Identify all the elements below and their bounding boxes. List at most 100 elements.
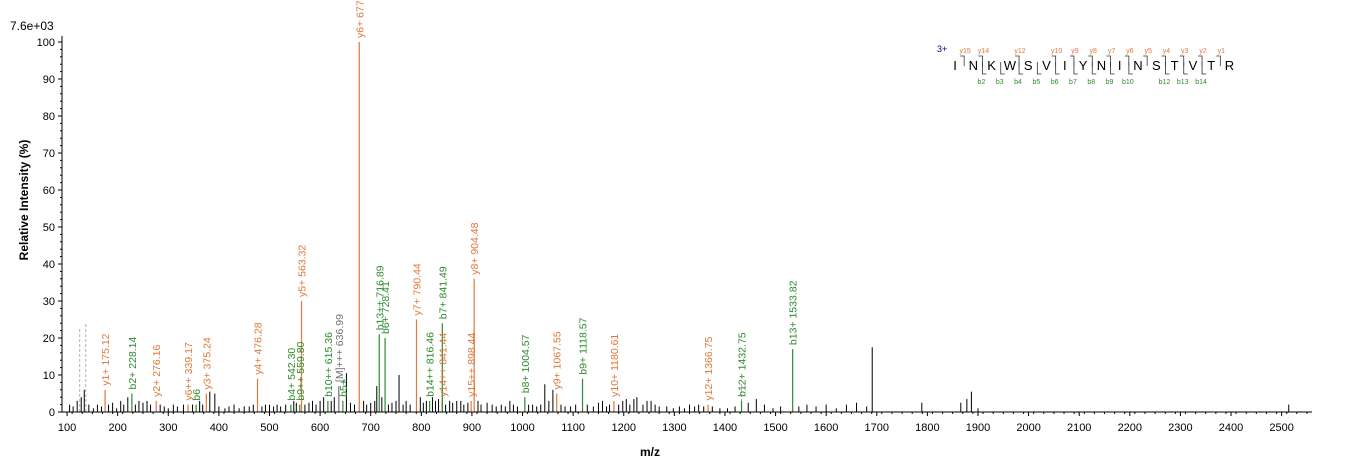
- peak-label: b10++ 615.36: [323, 332, 335, 397]
- x-tick-label: 1500: [763, 422, 787, 434]
- peak-label: y10+ 1180.61: [609, 334, 621, 397]
- b-ion-label: b12: [1159, 79, 1171, 86]
- b-ion-bracket: [1073, 62, 1078, 75]
- peak-label: y7+ 790.44: [411, 263, 423, 315]
- x-tick-label: 100: [58, 422, 76, 434]
- y-tick-label: 70: [43, 148, 55, 160]
- sequence-residue: R: [1225, 58, 1234, 73]
- y-tick-label: 100: [37, 37, 55, 49]
- x-tick-label: 1400: [713, 422, 737, 434]
- y-tick-label: 80: [43, 111, 55, 123]
- y-ion-bracket: [1124, 55, 1130, 66]
- y-ion-label: y5: [1144, 48, 1152, 55]
- b-ion-label: b4: [1014, 79, 1022, 86]
- peak-label: y5+ 563.32: [297, 245, 309, 297]
- b-ion-label: b10: [1122, 79, 1134, 86]
- sequence-residue: I: [1118, 58, 1122, 73]
- peak-label: y3+ 375.24: [201, 337, 213, 389]
- y-ion-bracket: [1179, 55, 1185, 66]
- sequence-residue: T: [1207, 58, 1215, 73]
- y-tick-label: 40: [43, 259, 55, 271]
- y-tick-label: 90: [43, 74, 55, 86]
- b-ion-label: b2: [978, 79, 986, 86]
- sequence-residue: T: [1171, 58, 1179, 73]
- y-ion-label: y10: [1051, 48, 1062, 55]
- b-ion-bracket: [1128, 62, 1133, 75]
- y-tick-label: 50: [43, 222, 55, 234]
- sequence-residue: K: [987, 58, 996, 73]
- peak-label: y4+ 476.28: [252, 322, 264, 374]
- sequence-residue: S: [1024, 58, 1033, 73]
- x-tick-label: 1600: [814, 422, 838, 434]
- peak-label: b5+: [338, 379, 350, 397]
- peak-label: b7+ 841.49: [437, 266, 449, 319]
- y-axis-title: Relative Intensity (%): [17, 140, 31, 261]
- sequence-residue: S: [1152, 58, 1161, 73]
- x-tick-label: 1800: [915, 422, 939, 434]
- peak-label: b6+ 728.41: [380, 281, 392, 334]
- x-tick-label: 1000: [510, 422, 534, 434]
- y-ion-bracket: [1161, 55, 1166, 66]
- y-ion-label: y8: [1090, 48, 1098, 55]
- peak-label: y8+ 904.48: [469, 222, 481, 274]
- y-ion-label: y9: [1071, 48, 1079, 55]
- b-ion-label: b14: [1195, 79, 1207, 86]
- b-ion-bracket: [1000, 62, 1005, 75]
- b-ion-bracket: [1055, 62, 1060, 75]
- y-ion-bracket: [1216, 55, 1221, 66]
- y-ion-label: y3: [1181, 48, 1189, 55]
- y-ion-label: y12: [1014, 48, 1025, 55]
- peaks-layer: [69, 42, 1290, 412]
- peak-labels-layer: y1+ 175.12 b2+ 228.14 y2+ 276.16 y6++ 339.1…: [100, 0, 800, 401]
- peak-label: b8+ 1004.57: [520, 334, 532, 393]
- peak-label: y2+ 276.16: [151, 344, 163, 396]
- b-ion-bracket: [982, 62, 987, 75]
- y-ion-bracket: [1069, 55, 1075, 66]
- peak-label: y14++ 841.44: [437, 333, 449, 397]
- peak-label: b9++ 559.80: [295, 341, 307, 400]
- peak-label: y1+ 175.12: [100, 333, 112, 385]
- y-ion-bracket: [960, 55, 965, 66]
- x-tick-label: 1200: [611, 422, 635, 434]
- y-ion-bracket: [1198, 55, 1203, 66]
- sequence-residue: N: [969, 58, 978, 73]
- b-ion-label: b13: [1177, 79, 1189, 86]
- b-ion-bracket: [1018, 62, 1024, 75]
- x-tick-label: 1700: [865, 422, 889, 434]
- y-tick-label: 10: [43, 370, 55, 382]
- b-ion-bracket: [1036, 62, 1042, 75]
- peak-label: b13++ 716.89: [374, 265, 386, 330]
- peak-label: b13+ 1533.82: [788, 280, 800, 345]
- sequence-residue: W: [1004, 58, 1017, 73]
- x-axis-title: m/z: [640, 445, 660, 459]
- b-ion-label: b6: [1051, 79, 1059, 86]
- x-tick-label: 900: [463, 422, 481, 434]
- y-tick-label: 60: [43, 185, 55, 197]
- x-tick-label: 2000: [1016, 422, 1040, 434]
- x-tick-label: 2500: [1269, 422, 1293, 434]
- y-ion-label: y4: [1163, 48, 1171, 55]
- b-ion-label: b7: [1069, 79, 1077, 86]
- sequence-residue: I: [1063, 58, 1067, 73]
- peak-label: y12+ 1366.75: [703, 337, 715, 401]
- b-ion-label: b8: [1087, 79, 1095, 86]
- x-tick-label: 700: [362, 422, 380, 434]
- peak-label: b14++ 816.46: [425, 332, 437, 397]
- y-ion-label: y14: [978, 48, 989, 55]
- y-tick-label: 0: [49, 407, 55, 419]
- y-ion-bracket: [1106, 55, 1111, 66]
- x-tick-label: 1900: [966, 422, 990, 434]
- x-tick-label: 600: [311, 422, 329, 434]
- peak-label: [M]+++ 636.99: [334, 314, 346, 382]
- sequence-residue: I: [953, 58, 957, 73]
- peak-label: y9+ 1067.55: [552, 331, 564, 389]
- y-ion-label: y15: [960, 48, 971, 55]
- y-ion-bracket: [1051, 55, 1057, 66]
- max-intensity-label: 7.6e+03: [10, 19, 54, 33]
- b-ion-label: b9: [1106, 79, 1114, 86]
- peak-label: b2+ 228.14: [127, 336, 139, 389]
- peak-label: y6+ 677.38: [354, 0, 366, 38]
- peak-label: b12+ 1432.75: [737, 332, 749, 397]
